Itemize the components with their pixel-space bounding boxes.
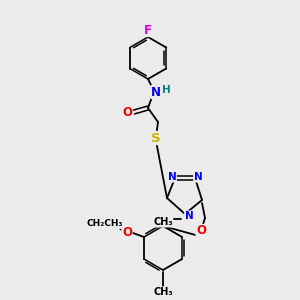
Text: O: O — [196, 224, 206, 238]
Text: O: O — [122, 106, 132, 119]
Text: N: N — [194, 172, 202, 182]
Text: H: H — [162, 85, 170, 95]
Text: F: F — [144, 23, 152, 37]
Text: S: S — [151, 131, 161, 145]
Text: N: N — [151, 85, 161, 98]
Text: N: N — [168, 172, 176, 182]
Text: CH₃: CH₃ — [153, 287, 173, 297]
Text: O: O — [122, 226, 132, 238]
Text: N: N — [184, 211, 194, 221]
Text: CH₃: CH₃ — [153, 217, 173, 227]
Text: CH₂CH₃: CH₂CH₃ — [87, 220, 123, 229]
